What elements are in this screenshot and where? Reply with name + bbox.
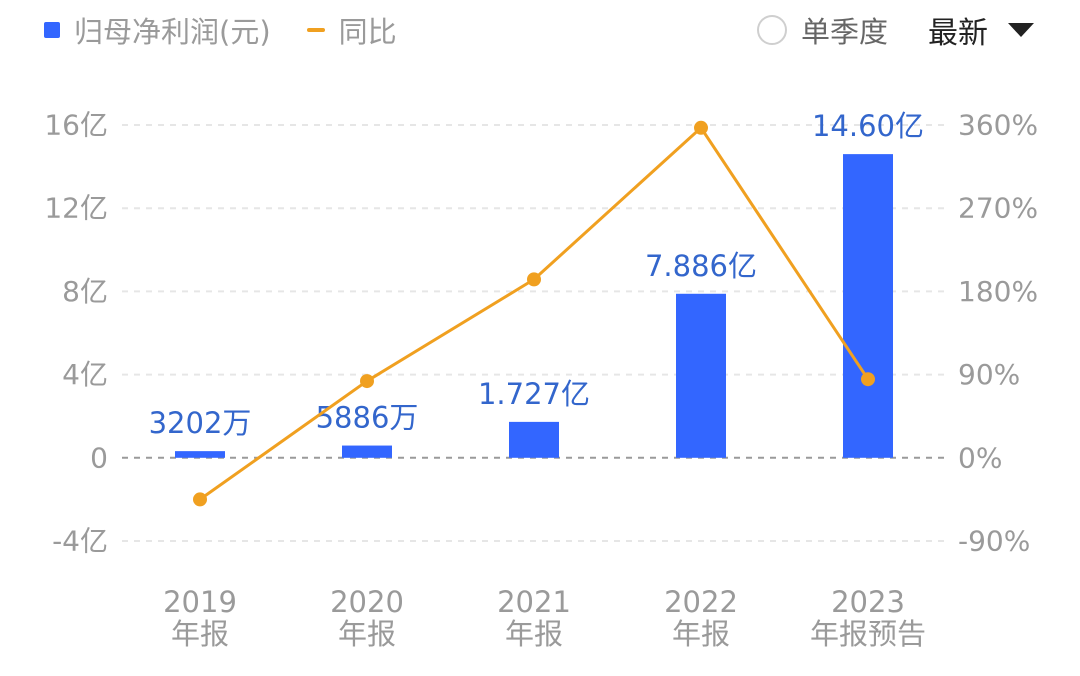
yoy-point	[861, 372, 875, 387]
x-axis-period-label: 年报	[672, 617, 730, 651]
single-quarter-label[interactable]: 单季度	[800, 15, 888, 49]
bar-value-label: 3202万	[149, 406, 252, 440]
legend-item-net-profit[interactable]: 归母净利润(元)	[44, 9, 271, 51]
x-axis-year-label: 2020	[330, 585, 404, 619]
left-axis-tick-label: 4亿	[62, 358, 108, 391]
left-axis-tick-label: 8亿	[62, 275, 108, 308]
bar-value-label: 14.60亿	[812, 109, 924, 143]
right-axis-tick-label: 90%	[958, 358, 1020, 391]
x-axis-period-label: 年报	[171, 617, 229, 651]
bar-value-label: 1.727亿	[478, 377, 590, 411]
x-axis-period-label: 年报预告	[810, 617, 926, 651]
right-axis-tick-label: 180%	[958, 275, 1038, 308]
yoy-point	[193, 492, 207, 507]
right-axis-tick-label: 0%	[958, 441, 1002, 474]
left-axis-tick-label: 0	[90, 441, 108, 474]
x-axis-year-label: 2022	[664, 585, 738, 619]
legend-item-yoy[interactable]: 同比	[306, 9, 397, 51]
line-series-swatch	[306, 28, 325, 32]
right-axis-tick-label: 360%	[958, 109, 1038, 142]
x-axis-year-label: 2021	[497, 585, 571, 619]
x-axis-year-label: 2019	[163, 585, 237, 619]
chart-legend: 归母净利润(元) 同比	[44, 8, 433, 52]
left-axis-tick-label: 16亿	[44, 109, 108, 142]
profit-bar	[509, 421, 559, 458]
left-axis-tick-label: -4亿	[52, 525, 108, 558]
right-axis-tick-label: -90%	[958, 525, 1030, 558]
right-axis-tick-label: 270%	[958, 192, 1038, 225]
left-axis-tick-label: 12亿	[44, 192, 108, 225]
profit-bar	[843, 154, 893, 458]
yoy-point	[694, 120, 708, 135]
x-axis-year-label: 2023	[831, 585, 905, 619]
legend-label-yoy: 同比	[338, 15, 397, 49]
yoy-point	[527, 272, 541, 287]
bar-series-swatch	[44, 22, 60, 38]
profit-bar	[676, 293, 726, 458]
single-quarter-radio[interactable]	[756, 15, 787, 45]
period-select[interactable]: 最新	[928, 16, 988, 51]
profit-bar	[175, 451, 225, 458]
dropdown-caret-icon[interactable]	[1008, 23, 1034, 37]
profit-bar	[342, 445, 392, 458]
bar-value-label: 7.886亿	[645, 249, 757, 283]
x-axis-period-label: 年报	[338, 617, 396, 651]
x-axis-period-label: 年报	[505, 617, 563, 651]
legend-label-net-profit: 归母净利润(元)	[74, 15, 271, 49]
chart-controls: 单季度 最新	[756, 8, 1034, 52]
yoy-point	[360, 374, 374, 389]
